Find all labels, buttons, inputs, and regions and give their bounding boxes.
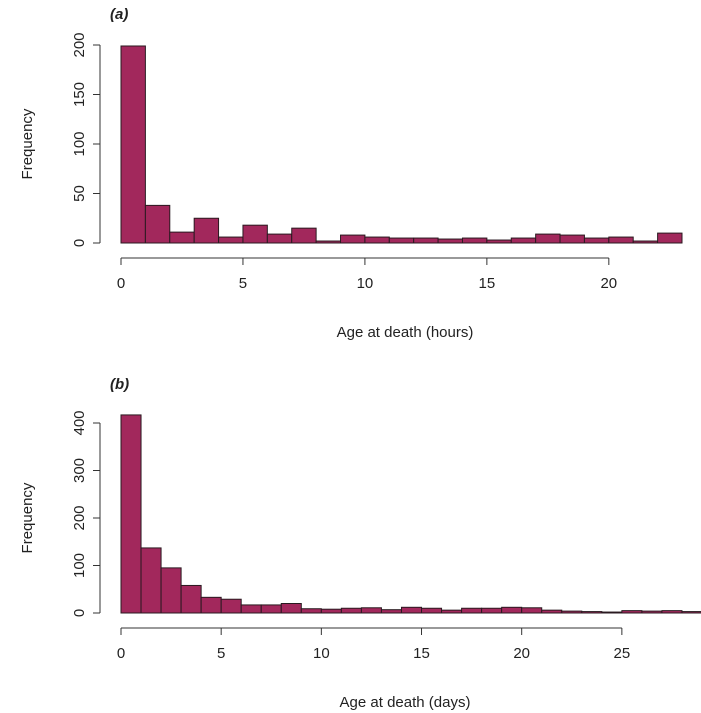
x-tick-label: 10 bbox=[357, 275, 374, 292]
bar bbox=[657, 232, 683, 244]
x-tick-label: 15 bbox=[413, 645, 430, 662]
x-tick-label: 10 bbox=[313, 645, 330, 662]
y-tick-label: 0 bbox=[71, 239, 88, 247]
bar bbox=[240, 604, 262, 614]
bar bbox=[140, 547, 162, 614]
bar bbox=[380, 609, 402, 614]
bar bbox=[180, 584, 202, 614]
bar bbox=[461, 607, 483, 614]
bar bbox=[581, 611, 603, 614]
x-tick-label: 0 bbox=[117, 275, 125, 292]
bar bbox=[320, 608, 342, 614]
bar bbox=[608, 236, 634, 244]
bar bbox=[486, 239, 512, 244]
y-tick-label: 150 bbox=[71, 82, 88, 107]
y-axis-label: Frequency bbox=[19, 482, 36, 553]
y-tick-label: 400 bbox=[71, 410, 88, 435]
bar bbox=[681, 611, 701, 614]
bar bbox=[481, 607, 503, 614]
y-tick-label: 200 bbox=[71, 32, 88, 57]
bar bbox=[601, 611, 623, 614]
bar bbox=[220, 598, 242, 614]
bar bbox=[621, 610, 643, 614]
bar bbox=[510, 237, 537, 244]
bar bbox=[388, 237, 415, 244]
bar bbox=[193, 217, 220, 244]
bar bbox=[291, 227, 317, 244]
y-tick-label: 300 bbox=[71, 458, 88, 483]
bar bbox=[661, 610, 683, 614]
y-tick-label: 100 bbox=[71, 553, 88, 578]
chart-title: (b) bbox=[110, 376, 129, 393]
y-tick-label: 50 bbox=[71, 185, 88, 202]
bar bbox=[632, 240, 659, 244]
bar bbox=[360, 607, 382, 614]
y-tick-label: 200 bbox=[71, 505, 88, 530]
x-axis-label: Age at death (hours) bbox=[337, 324, 474, 341]
bar bbox=[561, 610, 583, 614]
bar bbox=[535, 233, 561, 244]
x-tick-label: 25 bbox=[614, 645, 631, 662]
x-tick-label: 15 bbox=[479, 275, 496, 292]
bar bbox=[144, 204, 171, 244]
y-tick-label: 100 bbox=[71, 131, 88, 156]
bar bbox=[421, 607, 443, 614]
bar bbox=[541, 609, 563, 614]
bar bbox=[315, 240, 342, 244]
bar bbox=[437, 238, 463, 244]
x-tick-label: 5 bbox=[217, 645, 225, 662]
x-tick-label: 20 bbox=[600, 275, 617, 292]
y-axis-label: Frequency bbox=[19, 108, 36, 179]
bar bbox=[413, 237, 439, 244]
bar bbox=[160, 567, 182, 614]
bar bbox=[521, 607, 543, 614]
bar bbox=[120, 414, 142, 614]
bar bbox=[169, 231, 195, 244]
bar bbox=[364, 236, 390, 244]
bar bbox=[120, 45, 146, 244]
bar bbox=[501, 606, 523, 614]
bar bbox=[266, 233, 293, 244]
bar bbox=[260, 604, 282, 614]
bar bbox=[280, 603, 302, 614]
bar bbox=[200, 596, 222, 614]
x-tick-label: 20 bbox=[513, 645, 530, 662]
x-axis-label: Age at death (days) bbox=[340, 694, 471, 711]
bar bbox=[583, 237, 610, 244]
bar bbox=[559, 234, 585, 244]
bar bbox=[641, 610, 663, 614]
y-tick-label: 0 bbox=[71, 609, 88, 617]
bar bbox=[218, 236, 244, 244]
bar bbox=[300, 608, 322, 614]
bar bbox=[340, 234, 366, 244]
bar bbox=[461, 237, 488, 244]
bar bbox=[441, 609, 463, 614]
chart-title: (a) bbox=[110, 6, 128, 23]
x-tick-label: 5 bbox=[239, 275, 247, 292]
bar bbox=[242, 224, 268, 244]
bar bbox=[340, 607, 362, 614]
x-tick-label: 0 bbox=[117, 645, 125, 662]
bar bbox=[400, 606, 423, 614]
